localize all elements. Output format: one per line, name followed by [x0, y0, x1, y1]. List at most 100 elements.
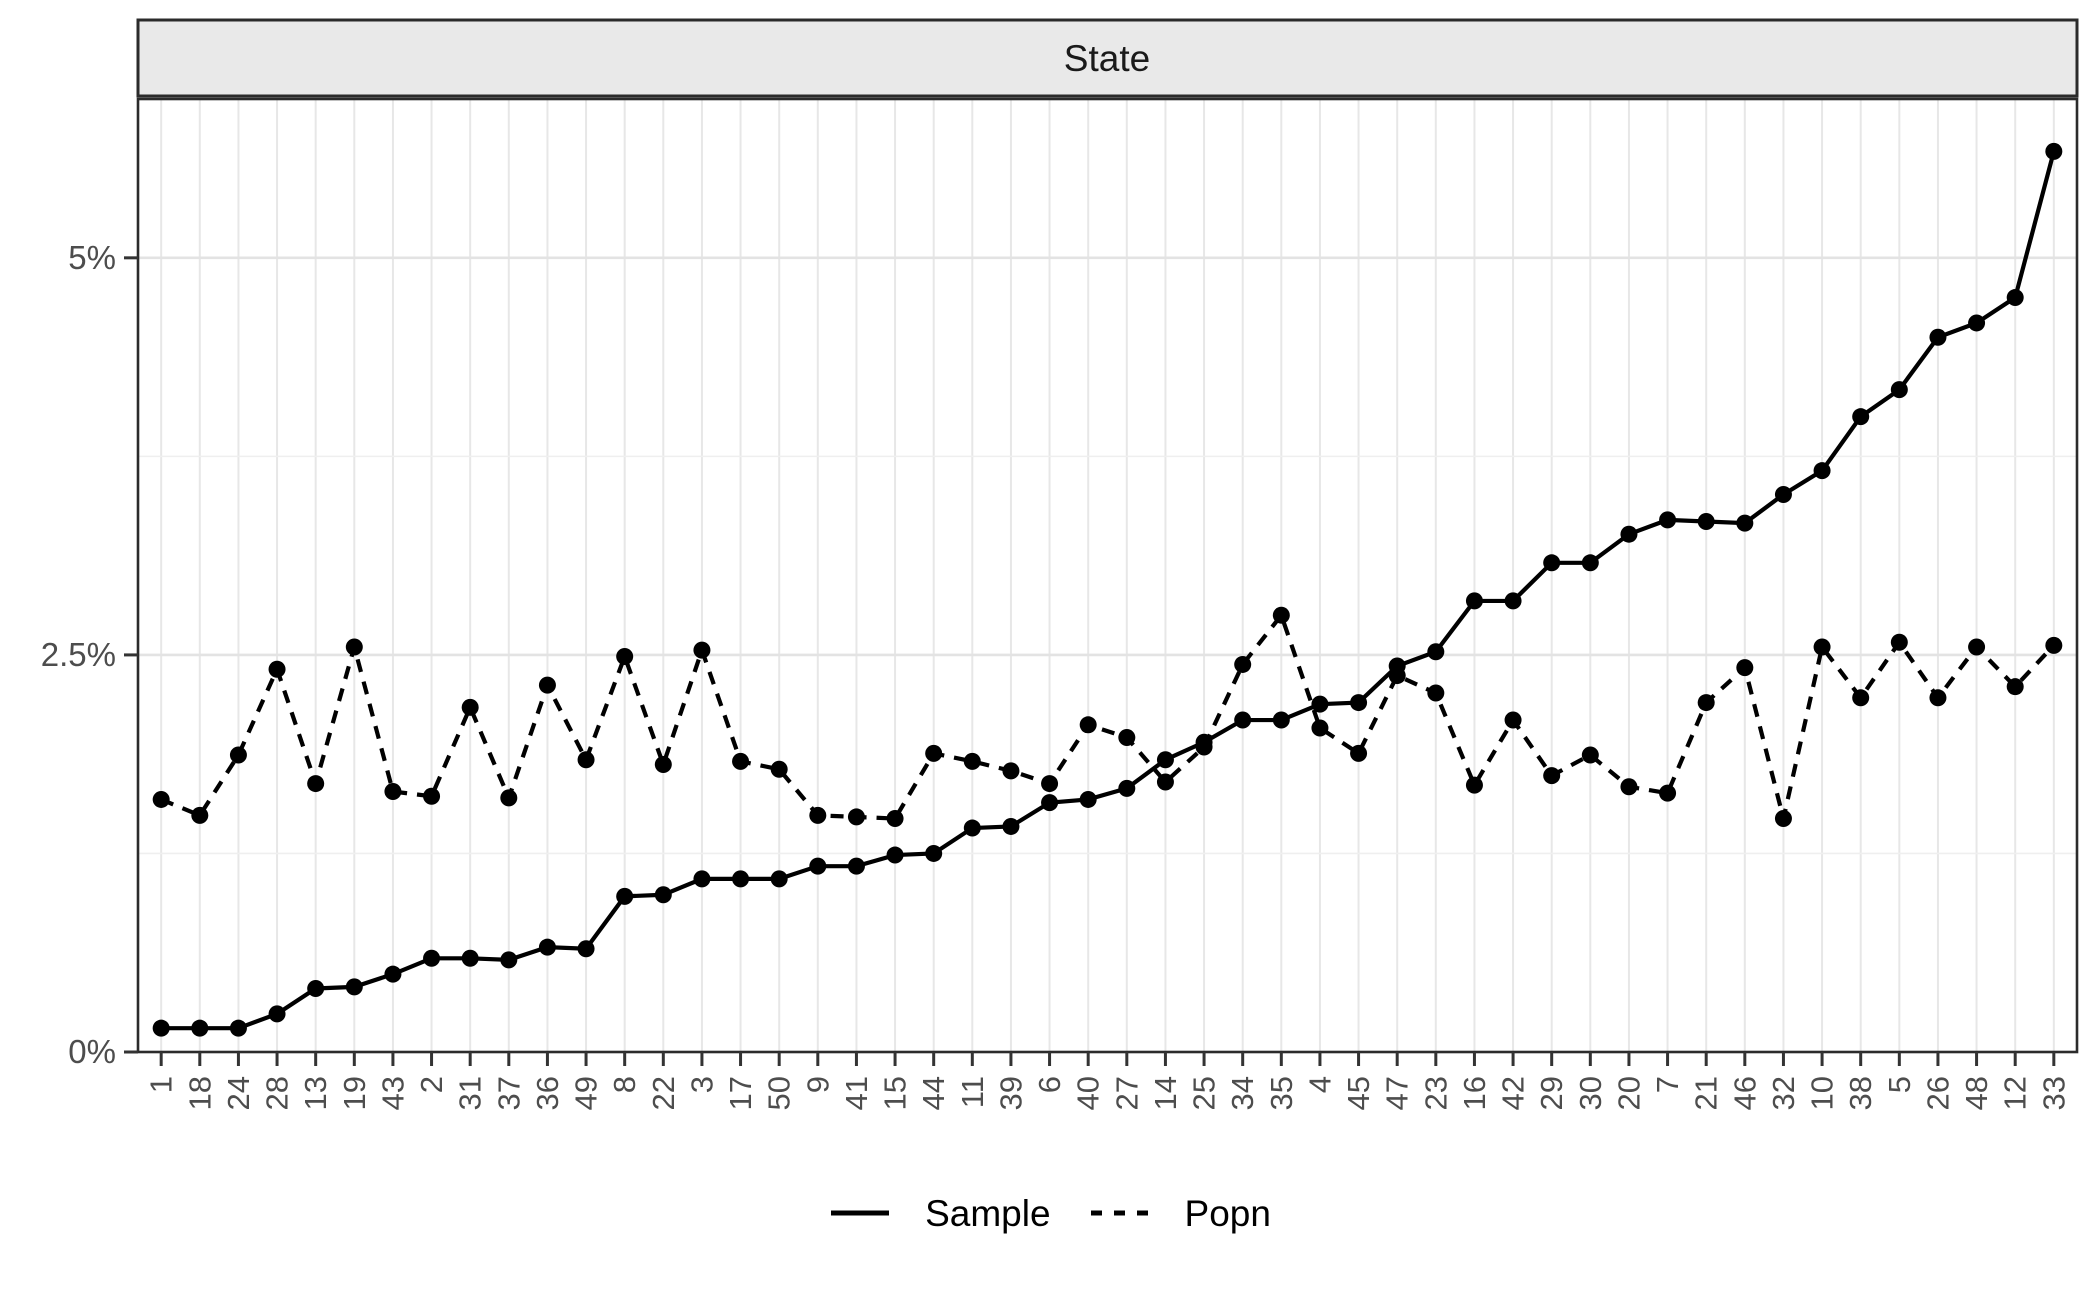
popn-data-point — [500, 789, 518, 807]
sample-data-point — [1118, 779, 1136, 797]
x-tick-label: 14 — [1148, 1076, 1183, 1110]
sample-data-point — [1813, 462, 1831, 480]
x-tick-label: 17 — [723, 1076, 758, 1110]
x-tick-label: 6 — [1032, 1076, 1067, 1093]
popn-data-point — [809, 806, 827, 824]
sample-data-point — [1581, 554, 1599, 572]
x-tick-label: 35 — [1264, 1076, 1299, 1110]
popn-data-point — [2045, 636, 2063, 654]
popn-data-point — [423, 787, 441, 805]
legend-entry-sample: Sample — [829, 1195, 1051, 1232]
popn-dashed-line-key-icon — [1090, 1210, 1149, 1216]
x-tick-label: 38 — [1843, 1076, 1878, 1110]
popn-data-point — [345, 638, 363, 656]
chart-root: 0%2.5%5%1 18 24 28 13 19 43 2 31 37 36 49 8 22 3 17 50 9 4… — [41, 18, 2079, 1110]
sample-data-point — [654, 886, 672, 904]
panel-border — [136, 97, 2079, 1054]
x-tick-label: 26 — [1920, 1076, 1955, 1110]
popn-data-point — [384, 783, 402, 801]
popn-series-line — [160, 610, 2056, 821]
sample-data-point — [500, 951, 518, 969]
x-tick-label: 24 — [221, 1076, 256, 1110]
plot-panel — [138, 99, 2077, 1052]
facet-strip — [136, 18, 2079, 98]
popn-data-point — [654, 756, 672, 774]
sample-data-point — [1002, 817, 1020, 835]
popn-data-point — [461, 698, 479, 716]
sample-data-point — [732, 870, 750, 888]
x-tick-label: 48 — [1959, 1076, 1994, 1110]
popn-data-point — [886, 810, 904, 828]
popn-data-point — [1079, 716, 1097, 734]
popn-data-point — [307, 775, 325, 793]
popn-data-point — [1002, 762, 1020, 780]
x-tick-label: 29 — [1534, 1076, 1569, 1110]
popn-data-point — [1774, 810, 1792, 828]
popn-data-point — [577, 751, 595, 769]
popn-data-point — [2006, 678, 2024, 696]
sample-data-point — [1543, 554, 1561, 572]
popn-data-point — [1504, 711, 1522, 729]
sample-data-point — [1736, 514, 1754, 532]
x-tick-label: 5 — [1882, 1076, 1917, 1093]
facet-strip-title: State — [1064, 38, 1150, 79]
x-tick-label: 25 — [1187, 1076, 1222, 1110]
popn-data-point — [1968, 638, 1986, 656]
sample-data-point — [886, 846, 904, 864]
sample-data-point — [538, 938, 556, 956]
sample-data-point — [2045, 142, 2063, 160]
sample-data-point — [1465, 592, 1483, 610]
y-tick-label: 5% — [68, 239, 116, 276]
popn-data-point — [925, 744, 943, 762]
sample-data-point — [229, 1019, 247, 1037]
x-tick-label: 19 — [337, 1076, 372, 1110]
x-tick-label: 47 — [1380, 1076, 1415, 1110]
popn-data-point — [191, 806, 209, 824]
sample-data-point — [1156, 751, 1174, 769]
popn-data-point — [732, 752, 750, 770]
x-tick-label: 39 — [993, 1076, 1028, 1110]
popn-data-point — [1311, 719, 1329, 737]
y-tick-label: 2.5% — [41, 636, 116, 673]
popn-data-point — [1195, 738, 1213, 756]
x-tick-label: 28 — [260, 1076, 295, 1110]
sample-data-point — [152, 1019, 170, 1037]
chart-legend: Sample Popn — [0, 1178, 2100, 1248]
popn-data-point — [1234, 655, 1252, 673]
popn-data-point — [963, 752, 981, 770]
x-tick-label: 40 — [1071, 1076, 1106, 1110]
sample-data-point — [1311, 695, 1329, 713]
x-tick-label: 49 — [569, 1076, 604, 1110]
sample-data-point — [1234, 711, 1252, 729]
x-tick-label: 34 — [1225, 1076, 1260, 1110]
sample-data-point — [307, 979, 325, 997]
x-tick-label: 43 — [375, 1076, 410, 1110]
x-tick-label: 30 — [1573, 1076, 1608, 1110]
x-tick-label: 31 — [453, 1076, 488, 1110]
sample-data-point — [693, 870, 711, 888]
y-tick-label: 0% — [68, 1033, 116, 1070]
x-tick-label: 27 — [1109, 1076, 1144, 1110]
x-tick-label: 20 — [1611, 1076, 1646, 1110]
x-tick-label: 33 — [2036, 1076, 2071, 1110]
sample-data-point — [191, 1019, 209, 1037]
sample-data-point — [1350, 694, 1368, 712]
sample-data-point — [616, 887, 634, 905]
x-tick-label: 44 — [916, 1076, 951, 1110]
x-tick-label: 1 — [144, 1076, 179, 1093]
x-tick-label: 45 — [1341, 1076, 1376, 1110]
x-tick-label: 8 — [607, 1076, 642, 1093]
popn-data-point — [1118, 729, 1136, 747]
popn-data-point — [1427, 684, 1445, 702]
sample-data-point — [577, 940, 595, 958]
x-tick-label: 41 — [839, 1076, 874, 1110]
x-tick-label: 7 — [1650, 1076, 1685, 1093]
x-tick-label: 10 — [1805, 1076, 1840, 1110]
popn-data-point — [1272, 606, 1290, 624]
popn-data-point — [1156, 773, 1174, 791]
sample-data-point — [1774, 485, 1792, 503]
sample-data-point — [1852, 408, 1870, 426]
sample-data-point — [423, 949, 441, 967]
popn-data-point — [1543, 767, 1561, 785]
popn-data-point — [152, 790, 170, 808]
